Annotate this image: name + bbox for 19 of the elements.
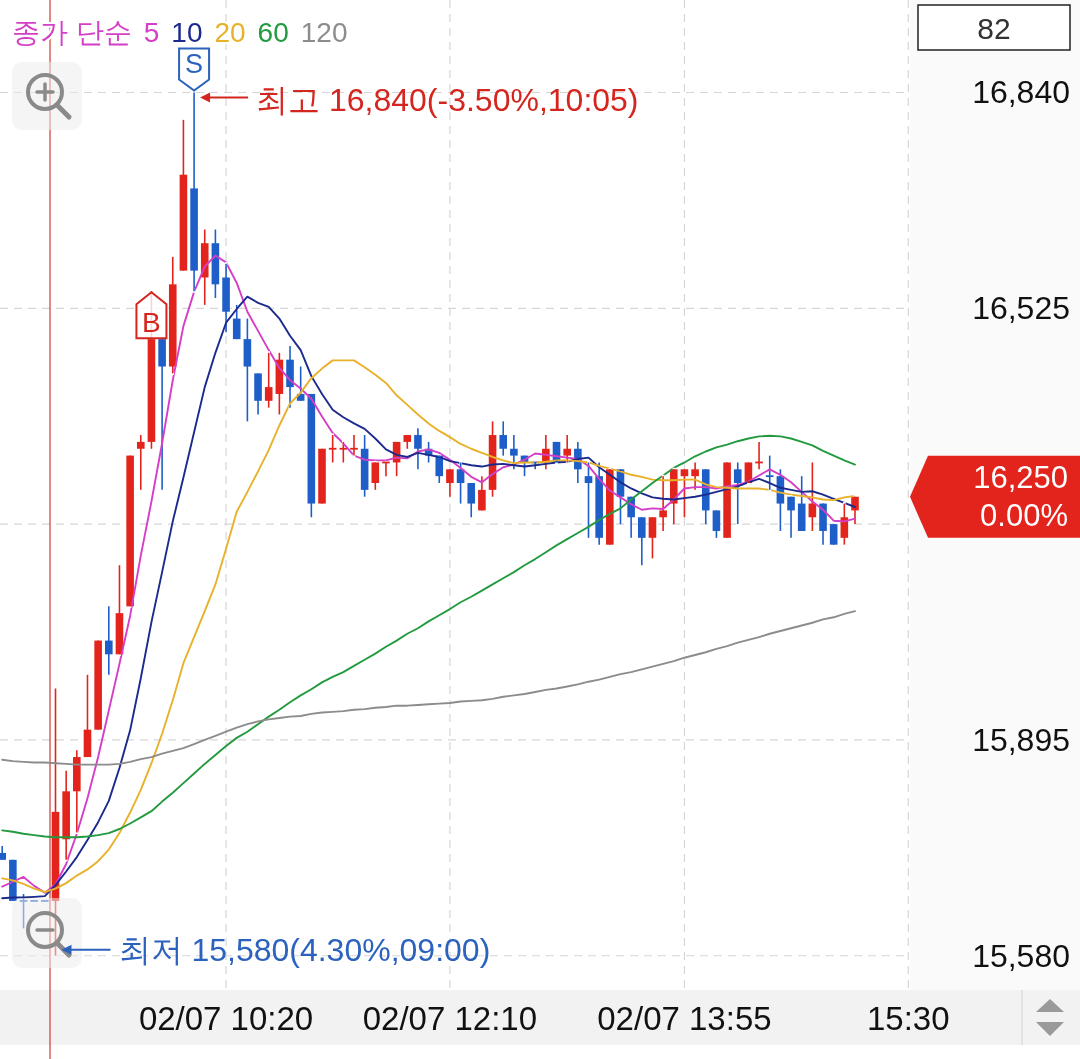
text: 82 [977, 11, 1011, 45]
text: 5 [143, 16, 160, 48]
y-tick-label: 15,580 [972, 937, 1070, 974]
annotation: S [185, 49, 204, 80]
x-tick-label: 02/07 12:10 [362, 999, 538, 1037]
x-tick-label: 02/07 13:55 [597, 999, 772, 1037]
text: 10 [171, 16, 203, 48]
x-tick-label: 15:30 [867, 999, 950, 1037]
annotation: 최저 15,580(4.30%,09:00) [118, 931, 491, 968]
y-tick-label: 15,895 [972, 721, 1070, 758]
text: 120 [300, 16, 348, 48]
x-tick-label: 02/07 10:20 [138, 999, 314, 1037]
text: 20 [214, 16, 246, 48]
annotation: 최고 16,840(-3.50%,10:05) [256, 82, 639, 119]
text: 16,250 0.00% [973, 460, 1068, 534]
annotation: B [142, 306, 161, 338]
y-tick-label: 16,525 [972, 290, 1070, 327]
text: 60 [257, 16, 289, 48]
y-tick-label: 16,840 [972, 74, 1070, 111]
